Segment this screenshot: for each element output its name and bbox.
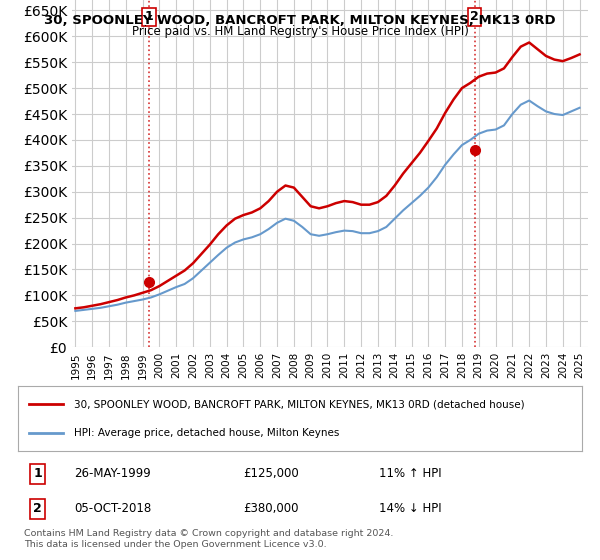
Text: 1: 1 xyxy=(34,468,42,480)
Text: 30, SPOONLEY WOOD, BANCROFT PARK, MILTON KEYNES, MK13 0RD: 30, SPOONLEY WOOD, BANCROFT PARK, MILTON… xyxy=(44,14,556,27)
Text: 14% ↓ HPI: 14% ↓ HPI xyxy=(379,502,442,515)
Text: £380,000: £380,000 xyxy=(244,502,299,515)
Text: 1: 1 xyxy=(145,11,154,24)
Text: 26-MAY-1999: 26-MAY-1999 xyxy=(74,468,151,480)
Text: Contains HM Land Registry data © Crown copyright and database right 2024.
This d: Contains HM Land Registry data © Crown c… xyxy=(24,529,394,549)
Text: HPI: Average price, detached house, Milton Keynes: HPI: Average price, detached house, Milt… xyxy=(74,428,340,438)
Text: Price paid vs. HM Land Registry's House Price Index (HPI): Price paid vs. HM Land Registry's House … xyxy=(131,25,469,38)
Text: 30, SPOONLEY WOOD, BANCROFT PARK, MILTON KEYNES, MK13 0RD (detached house): 30, SPOONLEY WOOD, BANCROFT PARK, MILTON… xyxy=(74,399,525,409)
Text: 05-OCT-2018: 05-OCT-2018 xyxy=(74,502,152,515)
Text: 2: 2 xyxy=(34,502,42,515)
Text: £125,000: £125,000 xyxy=(244,468,299,480)
Text: 2: 2 xyxy=(470,11,479,24)
Text: 11% ↑ HPI: 11% ↑ HPI xyxy=(379,468,442,480)
